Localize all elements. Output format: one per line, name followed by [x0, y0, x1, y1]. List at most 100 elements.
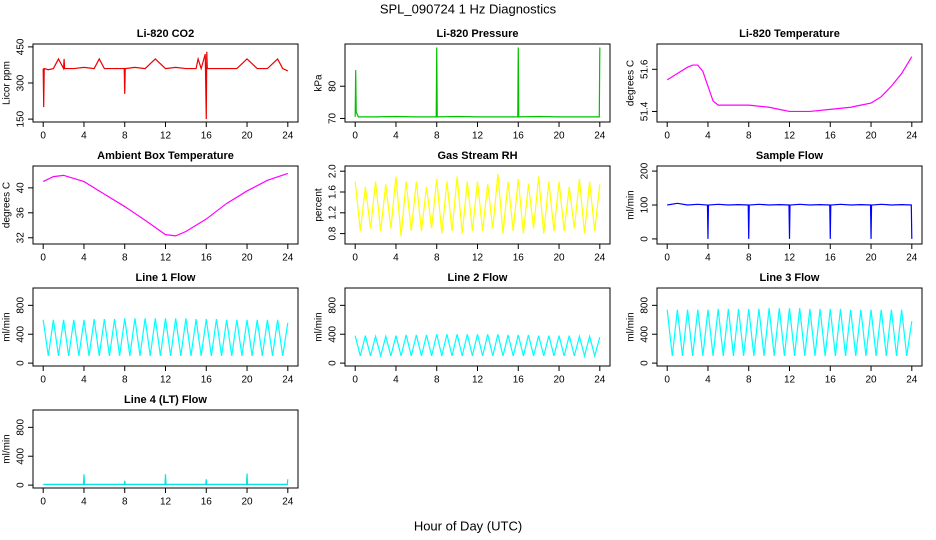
- y-tick-label: 0: [16, 360, 27, 366]
- x-tick-label: 8: [746, 375, 752, 386]
- x-tick-label: 4: [705, 131, 711, 142]
- data-line: [354, 173, 601, 237]
- x-tick-label: 0: [664, 131, 670, 142]
- panel: Line 1 Flow ml/min 0 4 8 12 16 20 24 0 400 800: [2, 272, 299, 386]
- plot-area: [667, 202, 913, 239]
- y-tick-label: 40: [16, 182, 27, 194]
- x-tick-label: 4: [393, 131, 399, 142]
- x-tick-label: 16: [825, 253, 837, 264]
- x-tick-label: 24: [282, 375, 294, 386]
- y-axis-label: Licor ppm: [2, 61, 13, 105]
- x-tick-label: 16: [513, 375, 525, 386]
- y-tick-label: 0: [328, 360, 339, 366]
- y-tick-label: 150: [16, 110, 27, 127]
- x-tick-label: 24: [282, 253, 294, 264]
- y-tick-label: 32: [16, 232, 27, 244]
- x-tick-label: 16: [201, 253, 213, 264]
- panel-title: Line 2 Flow: [448, 272, 508, 284]
- x-tick-label: 8: [746, 253, 752, 264]
- panel-title: Li-820 CO2: [137, 28, 194, 40]
- y-axis-label: ml/min: [314, 312, 325, 341]
- y-tick-label: 800: [16, 419, 27, 436]
- y-tick-label: 400: [328, 325, 339, 342]
- plot-area: [42, 51, 289, 120]
- x-tick-label: 0: [664, 375, 670, 386]
- x-tick-label: 0: [352, 253, 358, 264]
- y-tick-label: 2.0: [328, 164, 339, 178]
- x-tick-label: 4: [705, 375, 711, 386]
- x-tick-label: 8: [434, 253, 440, 264]
- x-tick-label: 12: [472, 253, 484, 264]
- x-tick-label: 16: [513, 131, 525, 142]
- y-axis-label: ml/min: [2, 434, 13, 463]
- plot-area: [42, 172, 289, 237]
- x-tick-label: 12: [784, 131, 796, 142]
- y-tick-label: 51.6: [640, 59, 651, 79]
- data-line: [43, 473, 289, 485]
- x-tick-label: 20: [553, 375, 565, 386]
- data-line: [354, 334, 601, 359]
- y-tick-label: 0: [640, 236, 651, 242]
- y-tick-label: 70: [328, 112, 339, 124]
- x-tick-label: 8: [122, 375, 128, 386]
- x-tick-label: 0: [40, 497, 46, 508]
- panel-title: Li-820 Temperature: [739, 28, 840, 40]
- y-tick-label: 400: [16, 325, 27, 342]
- panel-title: Gas Stream RH: [437, 150, 517, 162]
- x-tick-label: 20: [553, 131, 565, 142]
- x-tick-label: 16: [513, 253, 525, 264]
- x-tick-label: 8: [122, 131, 128, 142]
- x-tick-label: 0: [352, 375, 358, 386]
- data-line: [354, 47, 601, 118]
- data-line: [666, 56, 913, 113]
- x-tick-label: 20: [865, 375, 877, 386]
- x-tick-label: 12: [160, 497, 172, 508]
- data-line: [42, 172, 289, 237]
- y-axis-label: ml/min: [626, 190, 637, 219]
- panel: Line 3 Flow ml/min 0 4 8 12 16 20 24 0 400 800: [626, 272, 923, 386]
- x-tick-label: 4: [393, 375, 399, 386]
- panel-title: Line 1 Flow: [136, 272, 196, 284]
- panel: Line 4 (LT) Flow ml/min 0 4 8 12 16 20 24 0 400 800: [2, 394, 299, 508]
- x-tick-label: 8: [122, 253, 128, 264]
- x-tick-label: 0: [40, 375, 46, 386]
- x-tick-label: 20: [241, 375, 253, 386]
- plot-frame: [656, 287, 923, 367]
- y-tick-label: 0: [640, 360, 651, 366]
- y-axis-label: kPa: [314, 74, 325, 92]
- x-tick-label: 0: [352, 131, 358, 142]
- y-axis-label: percent: [314, 188, 325, 222]
- y-tick-label: 450: [16, 38, 27, 55]
- x-tick-label: 12: [784, 375, 796, 386]
- x-tick-label: 16: [825, 131, 837, 142]
- panel-title: Li-820 Pressure: [437, 28, 519, 40]
- x-tick-label: 12: [784, 253, 796, 264]
- x-tick-label: 20: [241, 131, 253, 142]
- x-tick-label: 4: [81, 497, 87, 508]
- panel: Gas Stream RH percent 0 4 8 12 16 20 24 0.8 1.2 1.6…: [314, 150, 611, 264]
- data-line: [667, 202, 913, 239]
- panel: Li-820 CO2 Licor ppm 0 4 8 12 16 20 24 150 300 450: [2, 28, 299, 142]
- y-tick-label: 400: [16, 447, 27, 464]
- x-tick-label: 24: [906, 253, 918, 264]
- plot-frame: [344, 287, 611, 367]
- y-axis-label: ml/min: [2, 312, 13, 341]
- y-tick-label: 36: [16, 207, 27, 219]
- x-tick-label: 16: [201, 497, 213, 508]
- x-tick-label: 0: [40, 131, 46, 142]
- y-tick-label: 0: [16, 482, 27, 488]
- x-tick-label: 12: [160, 131, 172, 142]
- x-tick-label: 12: [472, 131, 484, 142]
- x-tick-label: 4: [81, 375, 87, 386]
- x-axis-label: Hour of Day (UTC): [414, 518, 522, 533]
- x-tick-label: 20: [553, 253, 565, 264]
- x-tick-label: 24: [594, 131, 606, 142]
- plot-area: [666, 56, 913, 113]
- y-axis-label: degrees C: [626, 60, 637, 106]
- x-tick-label: 4: [393, 253, 399, 264]
- x-tick-label: 16: [825, 375, 837, 386]
- plot-area: [354, 47, 601, 118]
- data-line: [42, 318, 289, 356]
- x-tick-label: 4: [705, 253, 711, 264]
